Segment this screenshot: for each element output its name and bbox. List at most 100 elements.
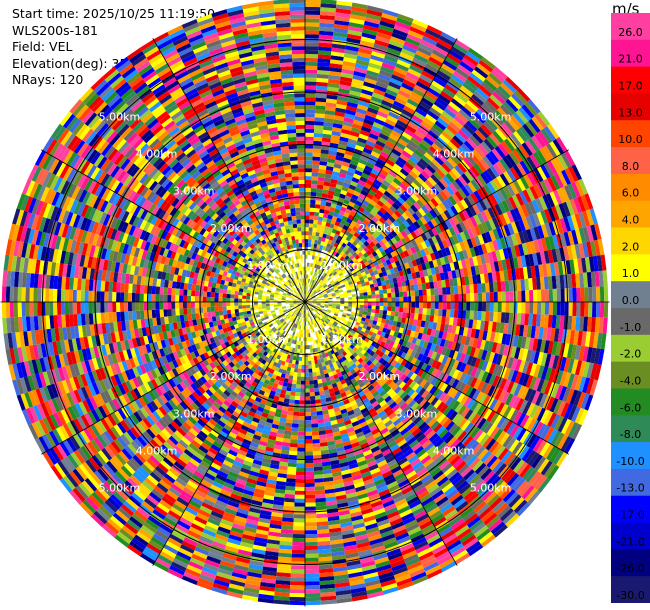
gate-cell [484, 242, 492, 254]
gate-cell [339, 193, 346, 200]
gate-cell [316, 414, 324, 420]
gate-cell [341, 258, 347, 263]
gate-cell [349, 249, 356, 255]
gate-cell [580, 302, 585, 317]
gate-cell [294, 506, 305, 511]
gate-cell [388, 320, 394, 326]
gate-cell [472, 132, 484, 144]
gate-cell [339, 309, 344, 313]
gate-cell [305, 392, 310, 397]
gate-cell [327, 190, 335, 196]
gate-cell [390, 36, 406, 45]
gate-cell [418, 308, 423, 315]
gate-cell [493, 311, 498, 323]
gate-cell [483, 273, 489, 284]
gate-cell [450, 302, 455, 310]
gate-cell [292, 331, 296, 336]
gate-cell [372, 320, 378, 326]
gate-cell [308, 227, 313, 232]
gate-cell [391, 302, 396, 307]
gate-cell [398, 215, 406, 223]
gate-cell [353, 203, 361, 210]
gate-cell [375, 298, 380, 302]
gate-cell [333, 287, 339, 291]
gate-cell [460, 85, 474, 97]
gate-cell [335, 103, 347, 110]
gate-cell [308, 303, 313, 305]
gate-cell [392, 277, 398, 284]
gate-cell [559, 356, 567, 372]
gate-cell [407, 261, 414, 268]
gate-cell [435, 273, 442, 282]
gate-cell [378, 285, 383, 291]
gate-cell [318, 284, 322, 289]
gate-cell [571, 359, 579, 375]
gate-cell [335, 107, 346, 114]
gate-cell [293, 407, 300, 413]
gate-cell [301, 368, 305, 373]
gate-cell [296, 376, 302, 381]
gate-cell [300, 341, 303, 346]
gate-cell [305, 396, 311, 401]
gate-cell [398, 311, 403, 318]
gate-cell [336, 284, 341, 288]
gate-cell [305, 557, 319, 562]
gate-cell [443, 107, 457, 119]
gate-cell [354, 169, 363, 177]
gate-cell [340, 219, 347, 225]
gate-cell [312, 227, 317, 232]
gate-cell [441, 130, 453, 142]
gate-cell [345, 276, 351, 281]
gate-cell [460, 159, 471, 171]
gate-cell [481, 292, 487, 302]
gate-cell [521, 242, 529, 256]
gate-cell [463, 239, 470, 250]
gate-cell [415, 81, 429, 91]
gate-cell [342, 121, 353, 127]
gate-cell [532, 314, 537, 327]
gate-cell [363, 252, 369, 258]
gate-cell [294, 502, 305, 507]
gate-cell [425, 90, 438, 101]
gate-cell [524, 337, 531, 350]
gate-cell [340, 297, 345, 301]
gate-cell [331, 47, 345, 54]
gate-cell [383, 221, 390, 229]
gate-cell [510, 209, 519, 222]
gate-cell [542, 145, 554, 161]
gate-cell [387, 297, 392, 302]
gate-cell [313, 243, 318, 249]
gate-cell [477, 348, 484, 360]
gate-cell [360, 254, 366, 261]
gate-cell [325, 251, 330, 257]
gate-cell [419, 256, 425, 265]
gate-cell [311, 419, 318, 424]
gate-cell [311, 176, 319, 181]
gate-cell [367, 308, 372, 313]
gate-cell [305, 282, 308, 287]
gate-cell [309, 283, 312, 287]
gate-cell [443, 339, 450, 349]
gate-cell [346, 257, 352, 263]
gate-cell [543, 126, 556, 142]
gate-cell [322, 277, 327, 282]
gate-cell [503, 367, 511, 380]
gate-cell [350, 311, 356, 316]
gate-cell [560, 186, 570, 202]
gate-cell [324, 173, 332, 179]
gate-cell [324, 285, 329, 290]
gate-cell [500, 82, 514, 96]
gate-cell [309, 392, 315, 397]
gate-cell [386, 187, 395, 195]
gate-cell [314, 125, 324, 130]
gate-cell [371, 275, 377, 281]
gate-cell [564, 167, 575, 184]
gate-cell [497, 260, 504, 272]
gate-cell [466, 100, 479, 112]
gate-cell [462, 344, 469, 355]
gate-cell [363, 308, 368, 312]
gate-cell [305, 65, 318, 70]
gate-cell [493, 332, 500, 343]
gate-cell [422, 214, 431, 223]
gate-cell [336, 296, 341, 299]
